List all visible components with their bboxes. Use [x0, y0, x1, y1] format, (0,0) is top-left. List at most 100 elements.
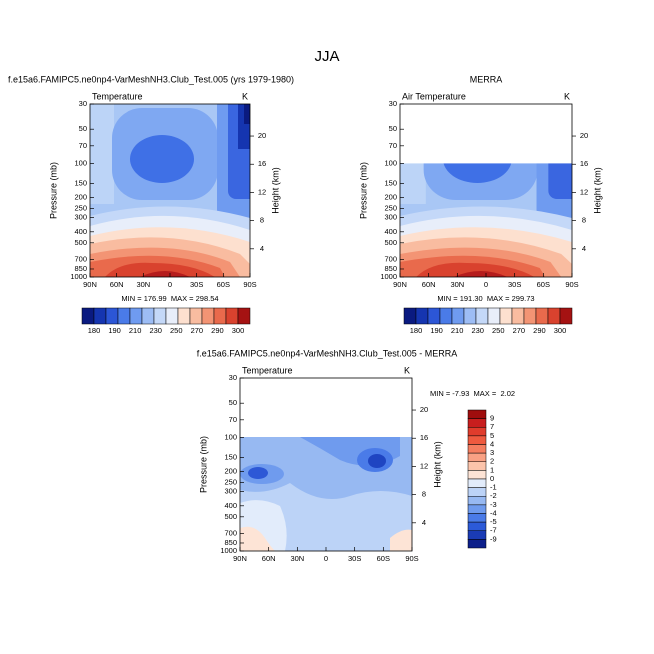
colorbar-label: 290 [211, 326, 224, 335]
colorbar-box [165, 307, 179, 325]
colorbar-box [487, 307, 501, 325]
panel-title: f.e15a6.FAMIPC5.ne0np4-VarMeshNH3.Club_T… [8, 74, 294, 84]
colorbar-box [403, 307, 417, 325]
x-tick-label: 60N [110, 280, 124, 289]
y2-axis-label: Height (km) [432, 441, 442, 488]
y-tick-label: 150 [384, 178, 397, 187]
colorbar-label: 190 [430, 326, 443, 335]
colorbar-box [451, 307, 465, 325]
colorbar-box [467, 452, 487, 462]
colorbar-box [427, 307, 441, 325]
colorbar-label: 3 [490, 448, 494, 457]
y2-tick-label: 4 [422, 518, 426, 527]
stats-label: MIN = 176.99 MAX = 298.54 [121, 294, 218, 303]
colorbar-label: 1 [490, 465, 494, 474]
colorbar-label: 300 [232, 326, 245, 335]
y-tick-label: 700 [384, 254, 397, 263]
x-tick-label: 90N [233, 554, 247, 563]
y-tick-label: 700 [74, 254, 87, 263]
y-tick-label: 100 [384, 158, 397, 167]
colorbar-label: 250 [492, 326, 505, 335]
colorbar-box [467, 444, 487, 454]
x-tick-label: 90S [565, 280, 578, 289]
colorbar-label: 9 [490, 414, 494, 423]
colorbar-box [213, 307, 227, 325]
colorbar-label: 4 [490, 439, 494, 448]
colorbar-box [117, 307, 131, 325]
colorbar-box [81, 307, 95, 325]
colorbar-box [93, 307, 107, 325]
x-tick-label: 0 [484, 280, 488, 289]
colorbar-box [511, 307, 525, 325]
colorbar-box [177, 307, 191, 325]
colorbar-label: 210 [129, 326, 142, 335]
y-tick-label: 500 [74, 238, 87, 247]
y-tick-label: 500 [224, 512, 237, 521]
variable-label: Temperature [242, 365, 293, 375]
colorbar-label: 5 [490, 431, 494, 440]
colorbar-label: 300 [554, 326, 567, 335]
x-tick-label: 90N [83, 280, 97, 289]
y-tick-label: 300 [384, 213, 397, 222]
y-tick-label: 1000 [70, 272, 87, 281]
y-tick-label: 50 [79, 124, 87, 133]
colorbar-box [547, 307, 561, 325]
y-tick-label: 50 [389, 124, 397, 133]
colorbar-box [237, 307, 251, 325]
x-tick-label: 0 [324, 554, 328, 563]
y-tick-label: 30 [389, 99, 397, 108]
colorbar-box [467, 513, 487, 523]
y-tick-label: 70 [389, 141, 397, 150]
colorbar-label: 190 [108, 326, 121, 335]
y-tick-label: 100 [74, 158, 87, 167]
y-tick-label: 30 [229, 373, 237, 382]
colorbar-box [129, 307, 143, 325]
x-tick-label: 30S [190, 280, 203, 289]
units-label: K [404, 365, 410, 375]
y-tick-label: 50 [229, 398, 237, 407]
units-label: K [564, 91, 570, 101]
y-axis-label: Pressure (mb) [358, 162, 368, 219]
y2-tick-label: 16 [420, 433, 428, 442]
colorbar-box [523, 307, 537, 325]
panel-title: f.e15a6.FAMIPC5.ne0np4-VarMeshNH3.Club_T… [197, 348, 457, 358]
y2-tick-label: 8 [260, 216, 264, 225]
colorbar-box [467, 530, 487, 540]
colorbar-box [467, 427, 487, 437]
y2-tick-label: 20 [420, 405, 428, 414]
y-axis-label: Pressure (mb) [48, 162, 58, 219]
y2-tick-label: 12 [580, 187, 588, 196]
x-tick-label: 90S [243, 280, 256, 289]
panel-title: MERRA [470, 74, 503, 84]
y2-tick-label: 8 [422, 490, 426, 499]
colorbar-label: -1 [490, 483, 497, 492]
colorbar-label: 270 [191, 326, 204, 335]
y2-tick-label: 20 [580, 131, 588, 140]
y-tick-label: 250 [384, 204, 397, 213]
y-tick-label: 1000 [380, 272, 397, 281]
y-axis-label: Pressure (mb) [198, 436, 208, 493]
colorbar-box [559, 307, 573, 325]
contour-field [90, 104, 250, 277]
y-tick-label: 300 [224, 487, 237, 496]
colorbar-box [467, 487, 487, 497]
variable-label: Temperature [92, 91, 143, 101]
x-tick-label: 30S [348, 554, 361, 563]
colorbar-box [105, 307, 119, 325]
y-tick-label: 400 [384, 227, 397, 236]
x-tick-label: 30S [508, 280, 521, 289]
colorbar-label: -9 [490, 534, 497, 543]
y2-tick-label: 4 [582, 244, 586, 253]
colorbar-box [141, 307, 155, 325]
colorbar-label: 290 [533, 326, 546, 335]
y2-tick-label: 16 [258, 159, 266, 168]
variable-label: Air Temperature [402, 91, 466, 101]
x-tick-label: 60S [217, 280, 230, 289]
colorbar-box [535, 307, 549, 325]
colorbar-label: 7 [490, 422, 494, 431]
y-tick-label: 700 [224, 528, 237, 537]
colorbar-box [467, 435, 487, 445]
y-tick-label: 250 [74, 204, 87, 213]
